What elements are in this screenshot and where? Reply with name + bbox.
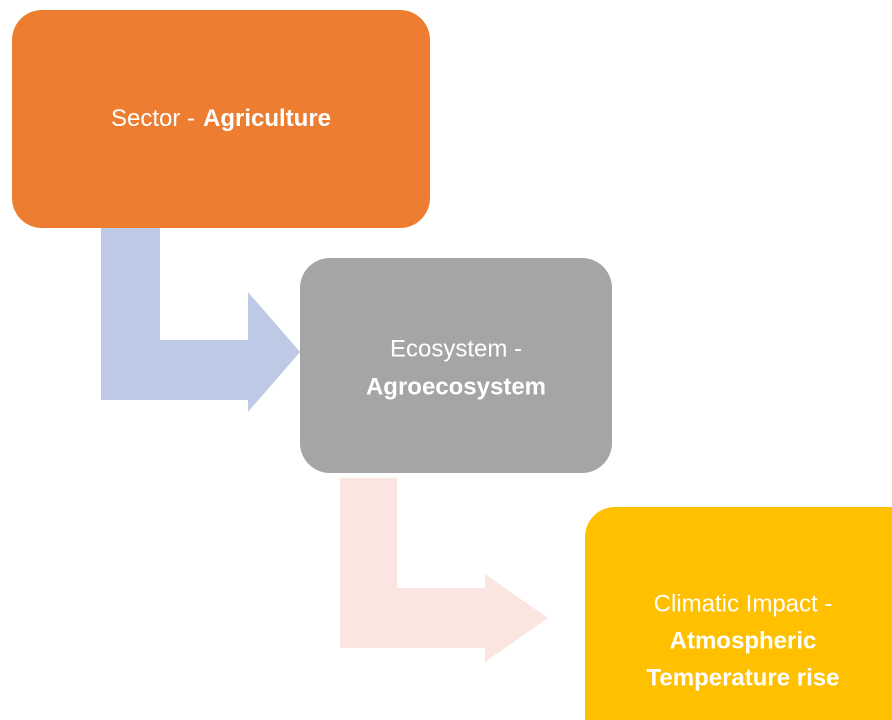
node-prefix: Climatic Impact -	[654, 590, 833, 617]
node-box	[12, 10, 430, 228]
node-label: Sector - Agriculture	[111, 105, 331, 132]
node-box	[585, 507, 892, 720]
node-prefix: Sector -	[111, 105, 195, 132]
arrow	[340, 478, 548, 662]
arrow	[101, 228, 300, 412]
node-emphasis: Atmospheric	[670, 627, 817, 654]
node-emphasis: Temperature rise	[647, 664, 840, 691]
node-emphasis: Agroecosystem	[366, 373, 546, 400]
node-prefix: Ecosystem -	[390, 335, 522, 362]
node-box	[300, 258, 612, 473]
node-emphasis: Agriculture	[203, 105, 331, 132]
